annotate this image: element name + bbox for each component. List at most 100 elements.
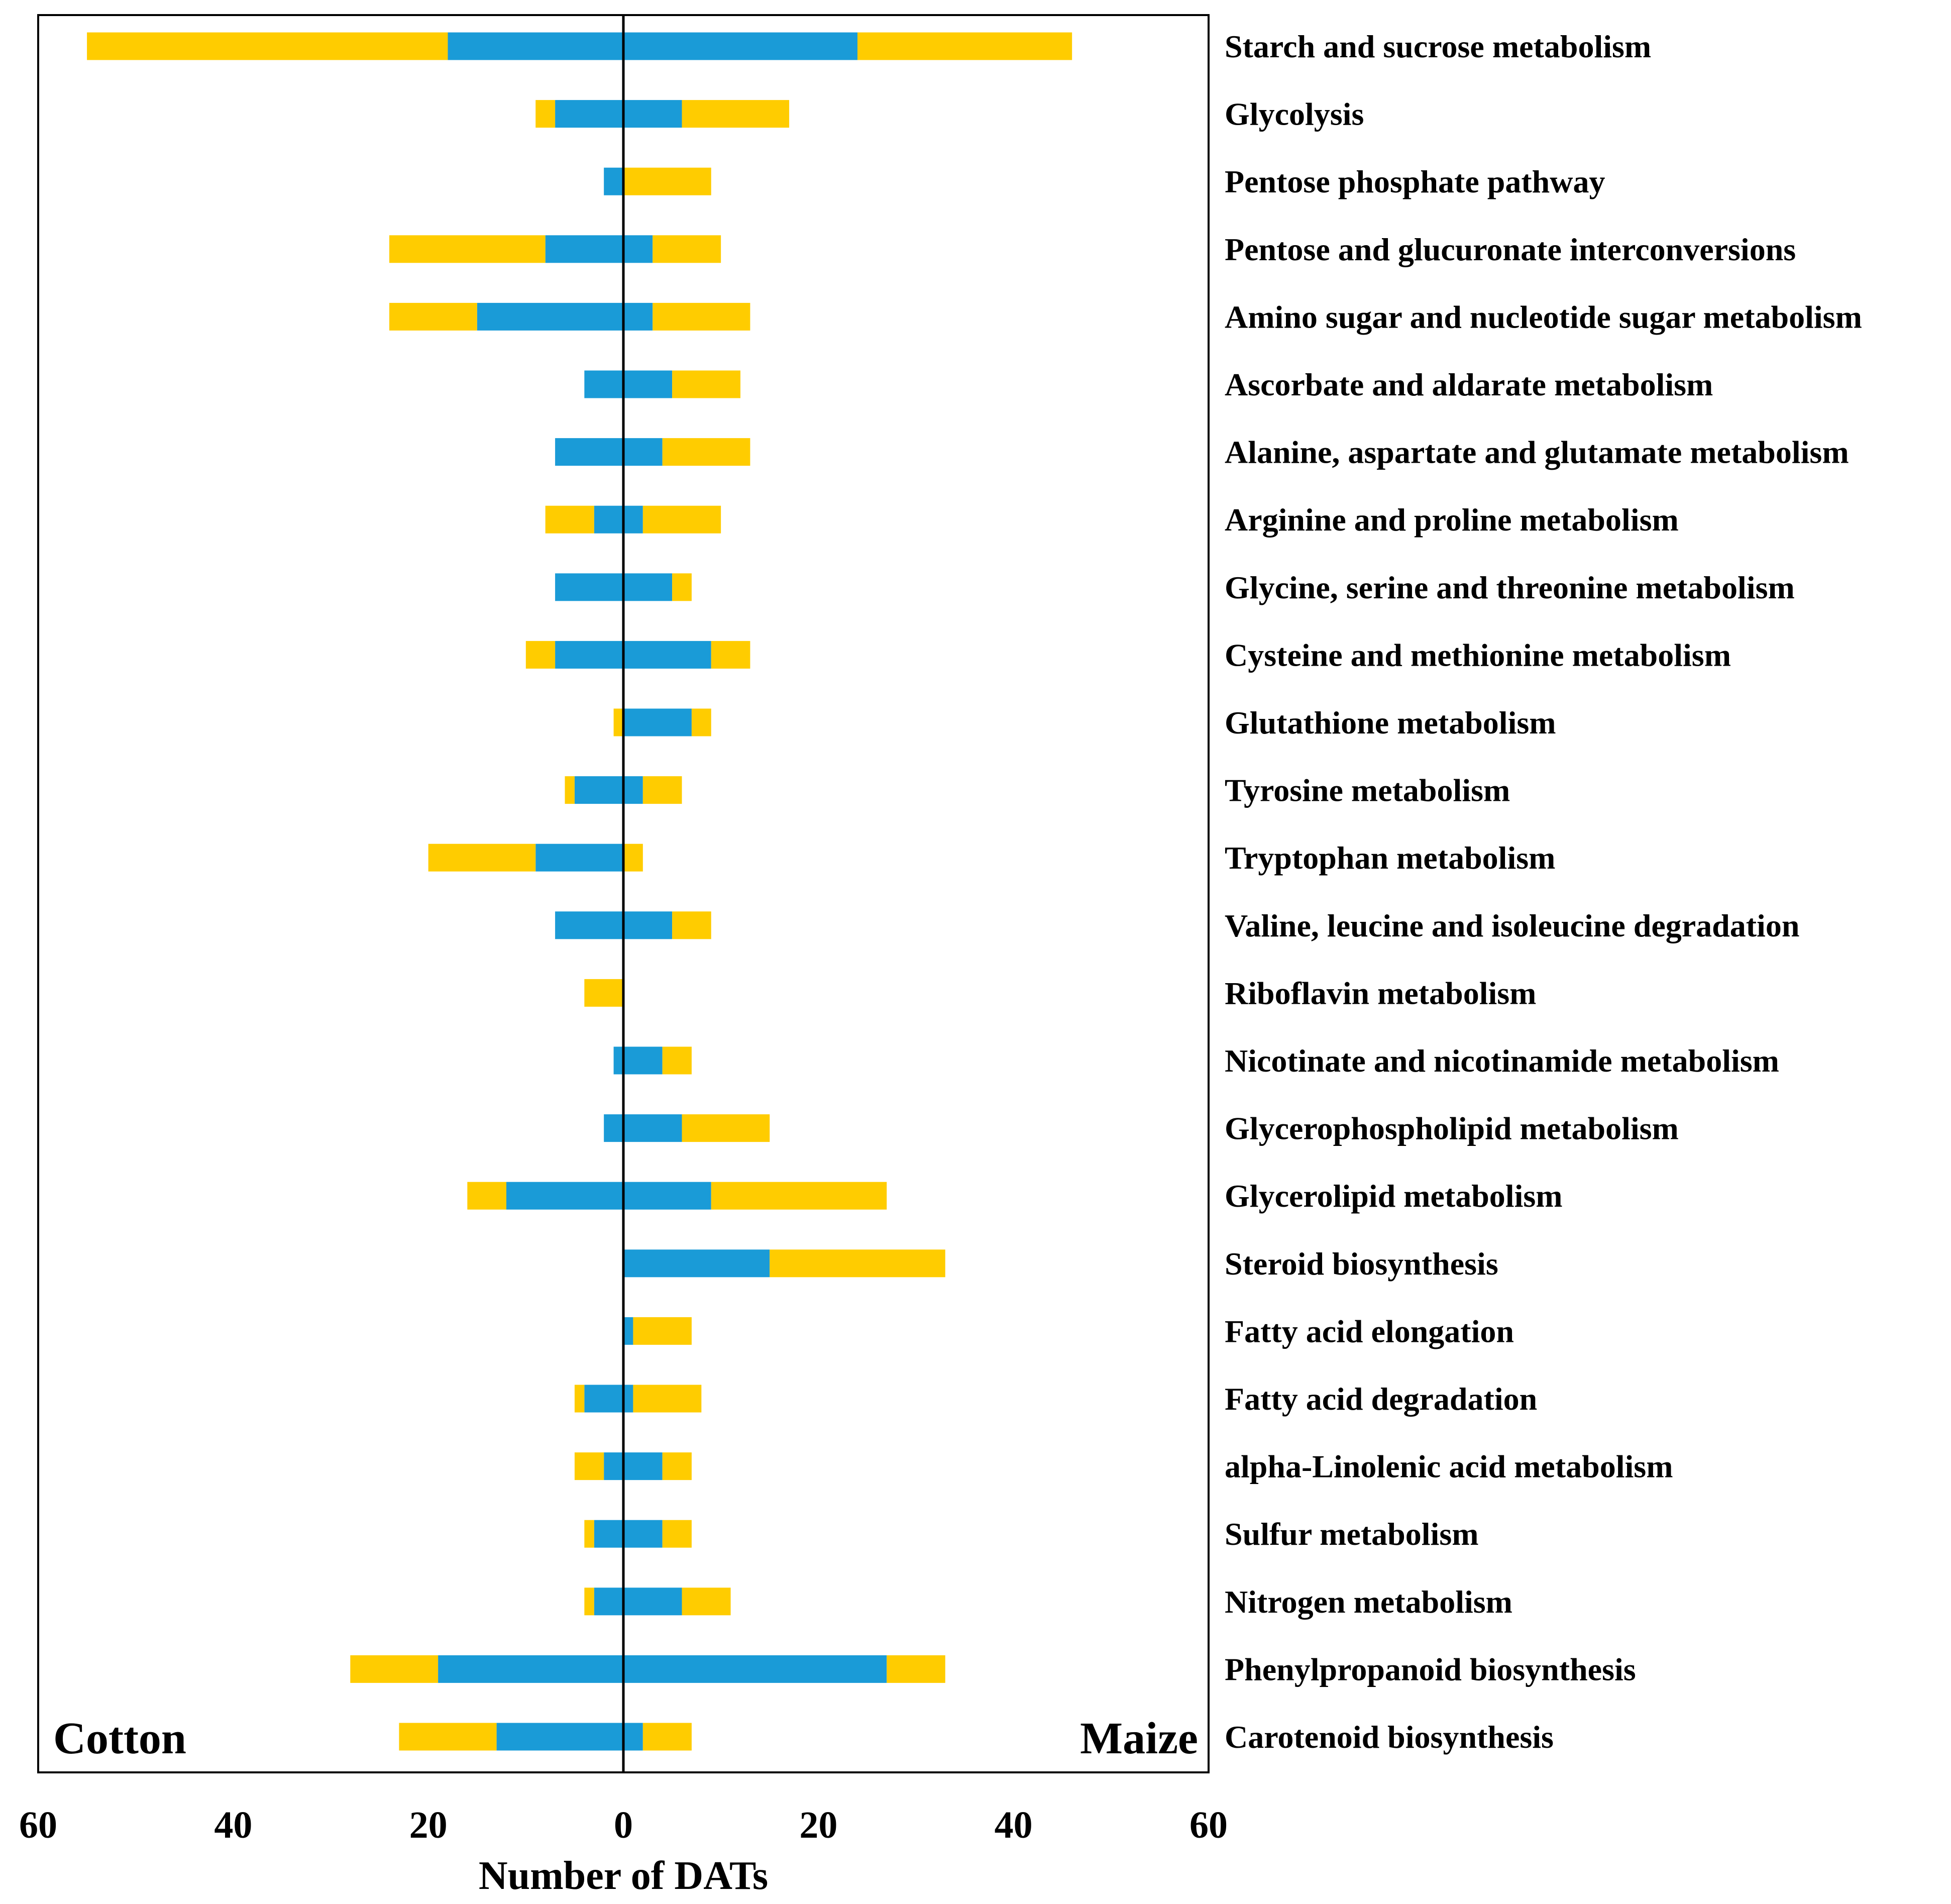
bar-maize-inner (623, 1655, 887, 1683)
x-axis-title: Number of DATs (479, 1854, 768, 1898)
bar-cotton-inner (604, 167, 623, 195)
bar-cotton-inner (604, 1114, 623, 1142)
bar-cotton-inner (594, 1520, 623, 1548)
bar-maize-outer (857, 32, 1072, 60)
bar-cotton-outer (389, 235, 546, 263)
bar-maize-outer (887, 1655, 945, 1683)
category-label: Tryptophan metabolism (1225, 840, 1555, 876)
category-label: Sulfur metabolism (1225, 1516, 1479, 1552)
bar-maize-outer (642, 1723, 692, 1751)
bar-maize-outer (662, 438, 750, 466)
category-label: Nicotinate and nicotinamide metabolism (1225, 1043, 1779, 1079)
bar-cotton-outer (389, 302, 477, 331)
right-side-label: Maize (1080, 1714, 1198, 1763)
category-label: Phenylpropanoid biosynthesis (1225, 1651, 1636, 1687)
bar-maize-inner (623, 1182, 711, 1210)
bar-maize-inner (623, 776, 643, 804)
category-label: Ascorbate and aldarate metabolism (1225, 367, 1713, 402)
left-side-label: Cotton (53, 1714, 186, 1763)
category-label: Pentose phosphate pathway (1225, 164, 1605, 199)
category-label: Glycerophospholipid metabolism (1225, 1111, 1679, 1146)
bar-maize-inner (623, 1588, 682, 1616)
bar-maize-inner (623, 370, 673, 398)
bar-maize-outer (653, 302, 750, 331)
bar-maize-outer (711, 1182, 887, 1210)
x-tick-label: 40 (995, 1804, 1033, 1846)
bar-maize-inner (623, 641, 711, 669)
category-label: Arginine and proline metabolism (1225, 502, 1679, 538)
bar-maize-inner (623, 708, 692, 736)
bar-group (87, 32, 1072, 1751)
category-label: Fatty acid degradation (1225, 1381, 1537, 1417)
bar-cotton-inner (535, 843, 623, 872)
bar-cotton-inner (438, 1655, 623, 1683)
bar-maize-inner (623, 1520, 663, 1548)
category-label: Nitrogen metabolism (1225, 1584, 1512, 1620)
bar-maize-inner (623, 505, 643, 534)
bar-cotton-inner (594, 505, 623, 534)
bar-cotton-inner (448, 32, 623, 60)
bar-cotton-inner (555, 911, 623, 939)
bar-cotton-outer (584, 1520, 594, 1548)
bar-cotton-inner (555, 100, 623, 128)
bar-cotton-inner (613, 1046, 623, 1075)
bar-cotton-inner (574, 776, 623, 804)
x-tick-label: 60 (1189, 1804, 1228, 1846)
bar-maize-outer (642, 776, 682, 804)
bar-cotton-inner (604, 1452, 623, 1480)
bar-maize-inner (623, 1046, 663, 1075)
bar-maize-inner (623, 100, 682, 128)
bar-maize-outer (662, 1452, 692, 1480)
category-label: Riboflavin metabolism (1225, 975, 1536, 1011)
bar-cotton-inner (584, 1385, 623, 1413)
bar-maize-outer (633, 1385, 702, 1413)
bar-maize-outer (662, 1046, 692, 1075)
bar-cotton-outer (399, 1723, 497, 1751)
bar-maize-inner (623, 911, 673, 939)
bar-cotton-outer (87, 32, 448, 60)
bar-maize-inner (623, 1114, 682, 1142)
bar-cotton-outer (350, 1655, 439, 1683)
category-label: Starch and sucrose metabolism (1225, 29, 1651, 64)
bar-cotton-inner (496, 1723, 623, 1751)
bar-cotton-outer (574, 1385, 585, 1413)
category-labels: Starch and sucrose metabolism Glycolysis P… (1225, 29, 1862, 1755)
bar-maize-outer (623, 843, 643, 872)
bar-cotton-outer (525, 641, 556, 669)
category-label: Carotenoid biosynthesis (1225, 1719, 1554, 1755)
bar-maize-inner (623, 1317, 633, 1345)
x-tick-label: 60 (19, 1804, 57, 1846)
category-label: Glycine, serine and threonine metabolism (1225, 570, 1795, 605)
bar-maize-inner (623, 1249, 770, 1278)
bar-maize-outer (682, 100, 790, 128)
bar-cotton-outer (584, 1588, 594, 1616)
bar-maize-outer (672, 911, 711, 939)
bar-maize-outer (662, 1520, 692, 1548)
bar-cotton-inner (584, 370, 623, 398)
bar-cotton-inner (545, 235, 623, 263)
bar-maize-outer (672, 370, 740, 398)
bar-maize-outer (623, 167, 711, 195)
bar-cotton-outer (584, 979, 623, 1007)
bar-maize-inner (623, 302, 653, 331)
category-label: Amino sugar and nucleotide sugar metabol… (1225, 299, 1862, 335)
category-label: Pentose and glucuronate interconversions (1225, 232, 1796, 267)
bar-maize-inner (623, 1385, 633, 1413)
bar-maize-outer (642, 505, 721, 534)
bar-maize-inner (623, 1452, 663, 1480)
bar-maize-outer (672, 573, 692, 601)
category-label: alpha-Linolenic acid metabolism (1225, 1449, 1673, 1485)
category-label: Glycerolipid metabolism (1225, 1178, 1563, 1214)
category-label: Fatty acid elongation (1225, 1313, 1514, 1349)
bar-cotton-outer (428, 843, 536, 872)
category-label: Alanine, aspartate and glutamate metabol… (1225, 435, 1849, 470)
bar-cotton-inner (477, 302, 623, 331)
bar-maize-inner (623, 235, 653, 263)
bar-cotton-outer (545, 505, 594, 534)
bar-cotton-outer (535, 100, 556, 128)
bar-cotton-inner (555, 573, 623, 601)
category-label: Valine, leucine and isoleucine degradati… (1225, 908, 1799, 943)
bar-cotton-inner (555, 641, 623, 669)
bar-maize-inner (623, 1723, 643, 1751)
bar-cotton-inner (506, 1182, 623, 1210)
